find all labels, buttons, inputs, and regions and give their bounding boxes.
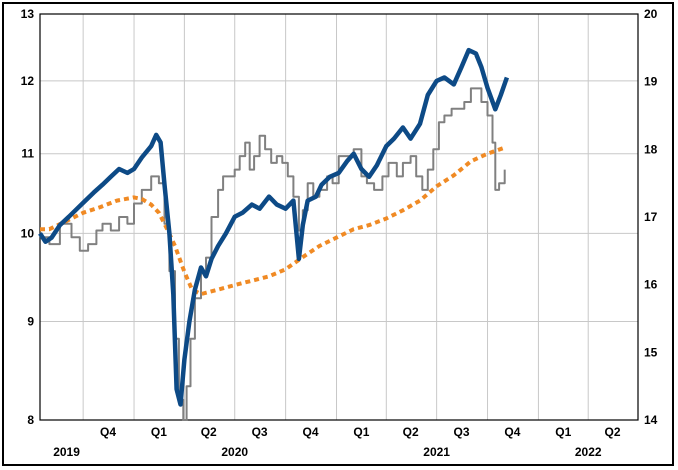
year-label: 2022: [575, 445, 602, 459]
right-axis-tick-label: 16: [644, 278, 658, 292]
quarter-tick-label: Q1: [353, 425, 369, 439]
x-axis: Q4 Q1 Q2 Q3 Q4 Q1 Q2 Q3 Q4 Q1 Q2 2019 2020 2021 2022: [53, 425, 621, 459]
right-axis-tick-label: 17: [644, 210, 658, 224]
left-axis-tick-label: 13: [21, 7, 35, 21]
quarter-tick-label: Q1: [151, 425, 167, 439]
right-axis-tick-label: 19: [644, 75, 658, 89]
right-axis-tick-label: 20: [644, 7, 658, 21]
plot-area-border: [39, 13, 639, 421]
quarter-tick-label: Q3: [252, 425, 268, 439]
right-axis: 14 15 16 17 18 19 20: [644, 7, 658, 427]
left-axis-tick-label: 8: [27, 413, 34, 427]
left-axis-tick-label: 11: [21, 147, 34, 161]
left-axis-tick-label: 10: [21, 226, 35, 240]
right-axis-tick-label: 15: [644, 345, 658, 359]
series-group: [38, 47, 510, 421]
quarter-tick-label: Q2: [403, 425, 419, 439]
chart-frame: [2, 2, 674, 466]
right-axis-tick-label: 18: [644, 142, 658, 156]
series-line-2: [40, 145, 506, 297]
year-label: 2020: [221, 445, 248, 459]
series-line-3: [38, 47, 510, 407]
series-line-1: [40, 87, 506, 421]
left-axis-tick-label: 9: [27, 315, 34, 329]
left-axis-tick-label: 12: [21, 74, 35, 88]
quarter-tick-label: Q4: [303, 425, 319, 439]
right-axis-tick-label: 14: [644, 413, 658, 427]
left-axis: 8 9 10 11 12 13: [21, 7, 35, 427]
grid: [40, 14, 638, 420]
year-label: 2021: [423, 445, 450, 459]
quarter-tick-label: Q4: [100, 425, 116, 439]
quarter-tick-label: Q1: [555, 425, 571, 439]
quarter-tick-label: Q3: [454, 425, 470, 439]
quarter-tick-label: Q4: [504, 425, 520, 439]
quarter-tick-label: Q2: [201, 425, 217, 439]
quarter-tick-label: Q2: [605, 425, 621, 439]
year-label: 2019: [53, 445, 80, 459]
